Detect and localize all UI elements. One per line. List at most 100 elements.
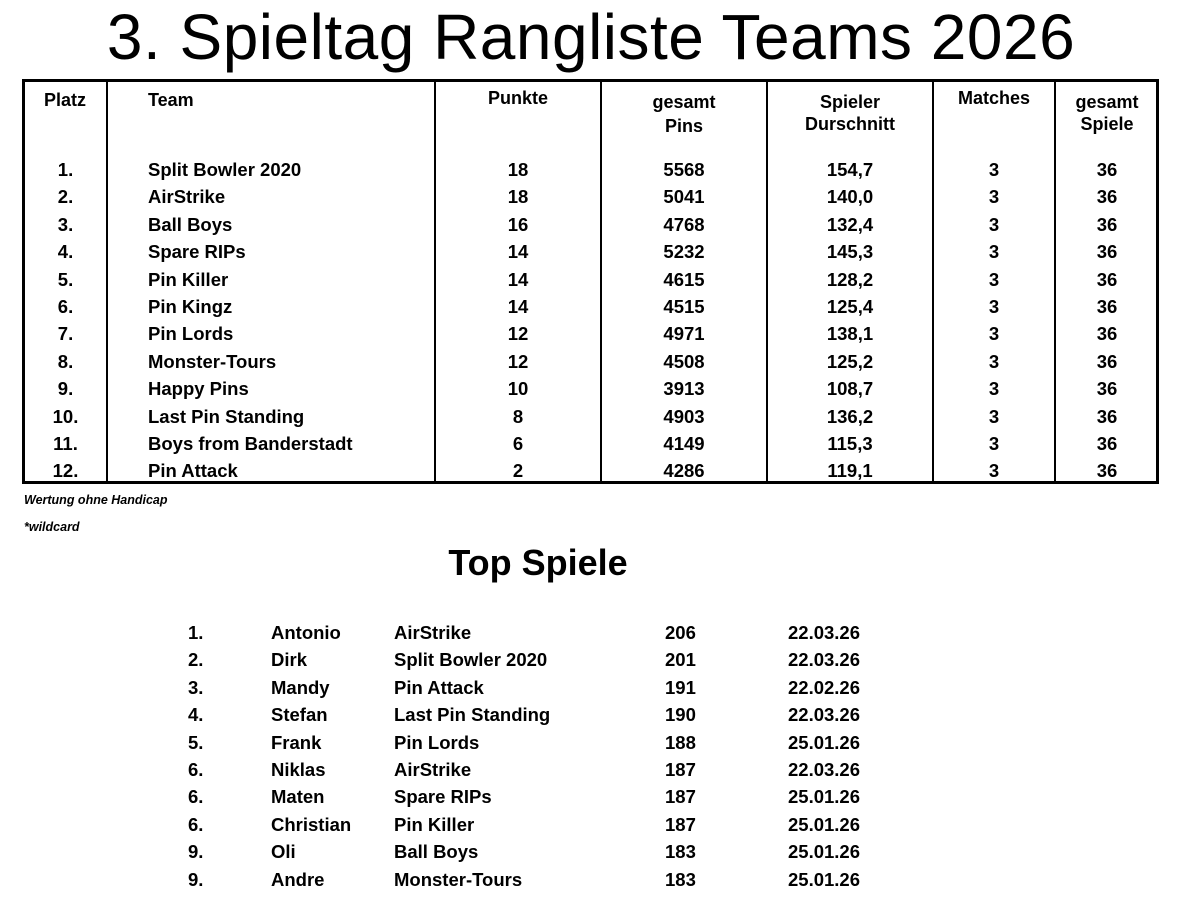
cell-platz: 9.: [57, 378, 74, 400]
cell-games: 36: [1096, 460, 1118, 482]
cell-player: Andre: [271, 868, 325, 890]
list-item: 2. Dirk Split Bowler 2020 201 22.03.26: [0, 646, 1200, 673]
table-row: 10. Last Pin Standing 8 4903 136,2 3 36: [25, 403, 1156, 430]
list-item: 9. Oli Ball Boys 183 25.01.26: [0, 838, 1200, 865]
cell-score: 201: [665, 649, 696, 671]
cell-platz: 2.: [57, 186, 74, 208]
cell-rank: 1.: [188, 622, 204, 643]
cell-games: 36: [1096, 241, 1118, 263]
cell-average: 125,2: [826, 350, 874, 372]
cell-score: 191: [665, 676, 696, 698]
cell-average: 154,7: [826, 159, 874, 180]
cell-team: Pin Attack: [148, 460, 238, 482]
cell-player: Stefan: [271, 704, 328, 726]
cell-games: 36: [1096, 350, 1118, 372]
cell-games: 36: [1096, 186, 1118, 208]
cell-rank: 6.: [188, 813, 204, 835]
cell-average: 125,4: [826, 296, 874, 317]
header-average-line2: Durschnitt: [805, 114, 895, 134]
cell-games: 36: [1096, 405, 1118, 427]
header-pins-line2: Pins: [664, 116, 703, 136]
cell-team: Pin Lords: [394, 731, 480, 753]
table-row: 8. Monster-Tours 12 4508 125,2 3 36: [25, 348, 1156, 375]
cell-platz: 12.: [52, 460, 79, 482]
cell-pins: 4615: [663, 268, 705, 290]
cell-matches: 3: [988, 159, 1000, 180]
cell-rank: 6.: [188, 759, 204, 780]
column-divider: [766, 82, 768, 481]
list-item: 9. Andre Monster-Tours 183 25.01.26: [0, 866, 1200, 893]
cell-team: Pin Attack: [394, 676, 484, 698]
cell-platz: 1.: [57, 159, 74, 180]
cell-date: 22.03.26: [788, 704, 861, 726]
cell-games: 36: [1096, 433, 1118, 454]
cell-date: 25.01.26: [788, 731, 861, 753]
cell-team: Spare RIPs: [148, 241, 246, 263]
cell-games: 36: [1096, 268, 1118, 290]
cell-average: 138,1: [826, 323, 874, 345]
cell-score: 187: [665, 786, 696, 808]
page-title: 3. Spieltag Rangliste Teams 2026: [106, 1, 1076, 73]
cell-pins: 4515: [663, 296, 705, 317]
header-pins-line1: gesamt: [652, 92, 716, 112]
cell-team: AirStrike: [148, 186, 226, 208]
table-row: 9. Happy Pins 10 3913 108,7 3 36: [25, 375, 1156, 402]
cell-matches: 3: [988, 323, 1000, 345]
cell-average: 145,3: [826, 241, 874, 263]
cell-date: 22.03.26: [788, 759, 861, 780]
cell-pins: 5568: [663, 159, 705, 180]
cell-average: 140,0: [826, 186, 874, 208]
cell-punkte: 14: [507, 268, 529, 290]
top-games-title: Top Spiele: [448, 542, 628, 583]
cell-pins: 4508: [663, 350, 705, 372]
cell-games: 36: [1096, 323, 1118, 345]
cell-pins: 4149: [663, 433, 705, 454]
cell-platz: 11.: [53, 433, 78, 454]
cell-matches: 3: [988, 405, 1000, 427]
table-row: 2. AirStrike 18 5041 140,0 3 36: [25, 183, 1156, 210]
cell-team: Ball Boys: [148, 213, 233, 235]
cell-rank: 2.: [188, 649, 204, 671]
cell-platz: 3.: [57, 213, 74, 235]
cell-team: Split Bowler 2020: [394, 649, 548, 671]
header-games-line1: gesamt: [1075, 92, 1139, 112]
cell-score: 183: [665, 841, 696, 863]
cell-score: 206: [665, 622, 696, 643]
ranking-table: Platz Team Punkte gesamt Pins Spieler Du…: [22, 79, 1159, 484]
cell-date: 25.01.26: [788, 813, 861, 835]
cell-team: Pin Killer: [394, 813, 475, 835]
cell-team: Last Pin Standing: [148, 405, 305, 427]
cell-pins: 4971: [663, 323, 705, 345]
cell-date: 22.03.26: [788, 622, 861, 643]
cell-matches: 3: [988, 433, 1000, 454]
cell-player: Antonio: [271, 622, 341, 643]
cell-player: Oli: [271, 841, 296, 863]
cell-platz: 7.: [57, 323, 74, 345]
cell-player: Christian: [271, 813, 352, 835]
cell-punkte: 8: [512, 405, 524, 427]
cell-team: Spare RIPs: [394, 786, 492, 808]
cell-rank: 6.: [188, 786, 204, 808]
list-item: 5. Frank Pin Lords 188 25.01.26: [0, 729, 1200, 756]
cell-punkte: 12: [507, 350, 529, 372]
cell-rank: 5.: [188, 731, 204, 753]
cell-team: Monster-Tours: [148, 350, 277, 372]
cell-player: Mandy: [271, 676, 330, 698]
table-row: 1. Split Bowler 2020 18 5568 154,7 3 36: [25, 156, 1156, 183]
header-team: Team: [148, 90, 194, 110]
cell-pins: 5232: [663, 241, 705, 263]
table-row: 5. Pin Killer 14 4615 128,2 3 36: [25, 266, 1156, 293]
cell-matches: 3: [988, 296, 1000, 317]
column-divider: [1054, 82, 1056, 481]
cell-pins: 3913: [663, 378, 705, 400]
list-item: 4. Stefan Last Pin Standing 190 22.03.26: [0, 701, 1200, 728]
cell-platz: 4.: [57, 241, 74, 263]
cell-team: Pin Killer: [148, 268, 229, 290]
cell-date: 25.01.26: [788, 841, 861, 863]
cell-platz: 8.: [57, 350, 74, 372]
cell-average: 128,2: [826, 268, 874, 290]
table-row: 12. Pin Attack 2 4286 119,1 3 36: [25, 457, 1156, 484]
cell-team: Boys from Banderstadt: [148, 433, 353, 454]
cell-matches: 3: [988, 378, 1000, 400]
